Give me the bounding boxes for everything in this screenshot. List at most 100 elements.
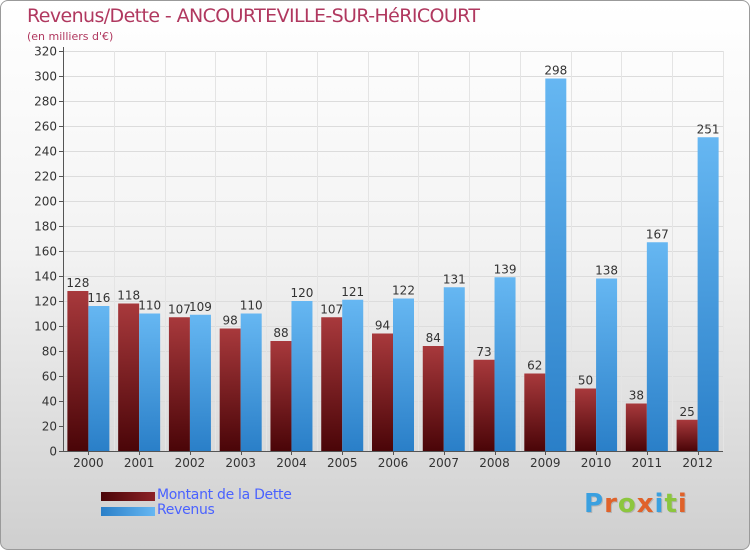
legend-label-debt: Montant de la Dette	[157, 487, 292, 503]
logo-letter: x	[636, 489, 655, 519]
data-label-revenue: 116	[87, 291, 110, 305]
x-tick-label: 2010	[581, 456, 612, 470]
bar-revenue	[240, 313, 262, 451]
data-label-debt: 38	[629, 389, 644, 403]
bar-debt	[219, 328, 241, 451]
bar-debt	[575, 388, 597, 451]
data-label-debt: 62	[527, 359, 542, 373]
data-label-revenue: 120	[291, 286, 314, 300]
y-tick-label: 300	[34, 70, 57, 84]
bar-revenue	[291, 301, 313, 451]
bar-debt	[372, 333, 393, 451]
data-label-revenue: 298	[544, 64, 567, 78]
y-tick-label: 200	[34, 195, 57, 209]
x-tick-label: 2001	[124, 456, 155, 470]
data-label-revenue: 138	[595, 264, 618, 278]
bar-revenue	[393, 298, 414, 451]
legend-swatch-debt	[101, 492, 155, 501]
y-tick-label: 40	[42, 395, 57, 409]
data-label-revenue: 121	[341, 285, 364, 299]
logo-letter: o	[617, 489, 637, 519]
axes: 0 20 40 60 80 100 120 140 160 180 200 220 240 260 280 3…	[34, 45, 723, 470]
data-label-revenue: 110	[138, 299, 161, 313]
bar-debt	[321, 317, 343, 451]
bar-debt	[676, 419, 698, 451]
y-tick-label: 240	[34, 145, 57, 159]
x-tick-label: 2002	[175, 456, 206, 470]
bar-revenue	[596, 278, 618, 451]
x-tick-label: 2012	[682, 456, 713, 470]
x-tick-label: 2007	[428, 456, 459, 470]
y-tick-label: 120	[34, 295, 57, 309]
y-tick-label: 220	[34, 170, 57, 184]
data-label-revenue: 139	[494, 262, 517, 276]
data-label-revenue: 167	[646, 227, 669, 241]
x-tick-label: 2003	[225, 456, 256, 470]
x-tick-label: 2011	[632, 456, 663, 470]
bar-revenue	[545, 78, 567, 451]
logo-letter: i	[654, 489, 665, 519]
y-tick-label: 100	[34, 320, 57, 334]
x-tick-label: 2005	[327, 456, 358, 470]
bar-revenue	[443, 287, 465, 451]
y-tick-label: 20	[42, 420, 57, 434]
bar-revenue	[88, 306, 110, 451]
y-tick-label: 320	[34, 45, 57, 59]
y-tick-label: 80	[42, 345, 57, 359]
x-tick-label: 2009	[530, 456, 561, 470]
y-tick-label: 180	[34, 220, 57, 234]
data-label-debt: 107	[168, 302, 191, 316]
bar-revenue	[697, 137, 719, 451]
legend-label-revenue: Revenus	[157, 502, 215, 518]
chart-subtitle: (en milliers d'€)	[27, 30, 114, 43]
proxiti-logo[interactable]: Proxiti	[584, 489, 688, 519]
legend-swatch-revenue	[101, 507, 155, 516]
data-label-revenue: 109	[189, 300, 212, 314]
logo-letter: r	[604, 489, 618, 519]
data-label-debt: 107	[320, 302, 343, 316]
data-label-revenue: 122	[392, 284, 415, 298]
bar-debt	[524, 373, 546, 451]
logo-letter: P	[584, 489, 605, 519]
x-tick-label: 2006	[378, 456, 409, 470]
bar-debt	[270, 341, 292, 451]
data-label-debt: 128	[66, 276, 89, 290]
bar-debt	[118, 303, 140, 451]
y-tick-label: 60	[42, 370, 57, 384]
data-label-debt: 73	[476, 345, 491, 359]
x-tick-label: 2008	[479, 456, 510, 470]
data-label-revenue: 110	[240, 299, 263, 313]
logo-letter: t	[664, 489, 678, 519]
chart-title: Revenus/Dette - ANCOURTEVILLE-SUR-HéRICO…	[27, 5, 480, 27]
bar-revenue	[189, 314, 211, 451]
y-tick-label: 280	[34, 95, 57, 109]
x-tick-label: 2000	[73, 456, 104, 470]
data-label-debt: 84	[426, 331, 441, 345]
data-label-revenue: 131	[443, 272, 466, 286]
bar-revenue	[342, 299, 364, 451]
x-tick-label: 2004	[276, 456, 307, 470]
data-label-debt: 25	[679, 405, 694, 419]
y-tick-label: 260	[34, 120, 57, 134]
bar-debt	[168, 317, 190, 451]
logo-letter: i	[677, 489, 688, 519]
y-tick-label: 160	[34, 245, 57, 259]
bar-revenue	[646, 242, 668, 451]
bar-revenue	[139, 313, 161, 451]
data-label-debt: 94	[375, 319, 390, 333]
data-label-debt: 88	[273, 326, 288, 340]
bar-debt	[422, 346, 444, 451]
data-label-debt: 50	[578, 374, 593, 388]
data-label-debt: 98	[223, 314, 238, 328]
bar-debt	[625, 403, 647, 451]
data-label-debt: 118	[117, 289, 140, 303]
bars	[67, 78, 719, 451]
bar-revenue	[494, 277, 516, 451]
y-tick-label: 0	[49, 445, 57, 459]
bar-debt	[473, 359, 495, 451]
y-tick-label: 140	[34, 270, 57, 284]
bar-debt	[67, 291, 89, 451]
